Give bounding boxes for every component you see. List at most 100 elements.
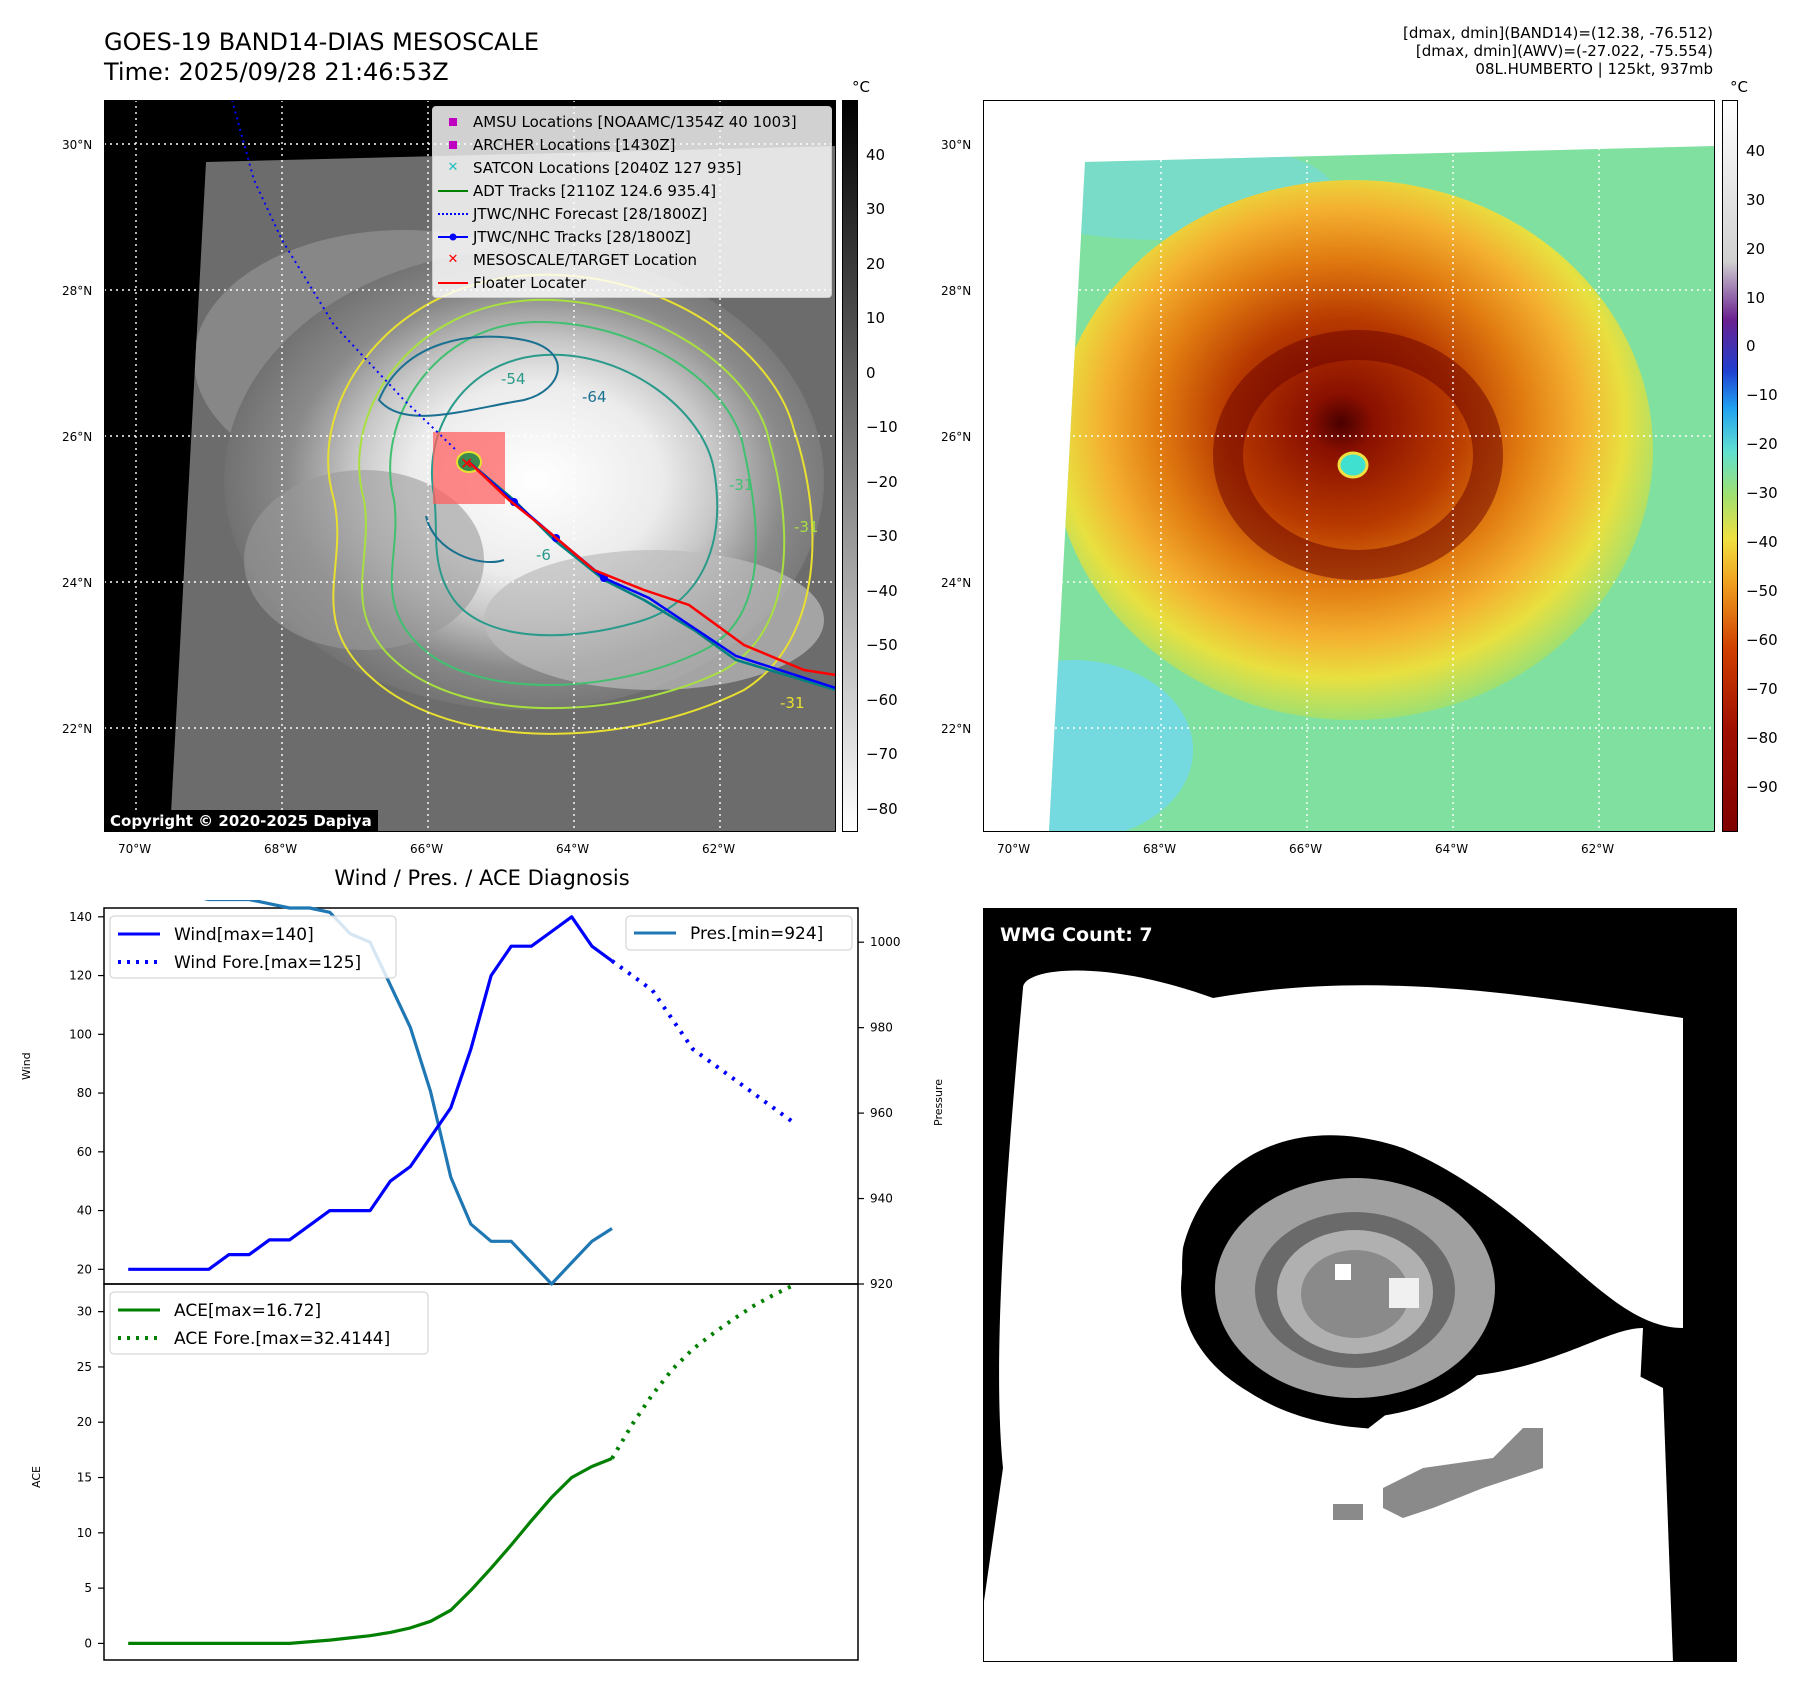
colorbar-tick: 10	[866, 309, 886, 327]
colorbar-tick: 0	[1746, 337, 1756, 355]
colorbar-tick: −70	[866, 745, 898, 763]
colorbar-unit: °C	[1730, 78, 1748, 96]
diagnosis-chart-svg: 20 40 60 80 100 120 140 920 940 960 980 1000 0 5 10 1…	[69, 900, 901, 1661]
ace-y-tick-label: 15	[77, 1471, 92, 1485]
wind-line	[128, 915, 613, 1271]
lat-label: 30°N	[941, 138, 972, 152]
ace-y-tick-label: 0	[84, 1636, 92, 1650]
x-marker-icon: ✕	[447, 160, 459, 175]
contour-teal	[431, 353, 719, 637]
lon-label: 62°W	[702, 842, 736, 856]
pressure-y-ticks: 920 940 960 980 1000	[858, 935, 901, 1291]
rain-band	[484, 550, 824, 690]
legend-pressure: Pres.[min=924]	[690, 924, 823, 944]
contour-green	[389, 320, 757, 686]
colorbar-tick: −80	[1746, 729, 1778, 747]
storm-color-shield	[1053, 180, 1653, 720]
colorbar-unit: °C	[852, 78, 870, 96]
colorbar-tick: 30	[1746, 191, 1766, 209]
wmg-inner	[1301, 1250, 1409, 1338]
wind-axis-label: Wind	[20, 1052, 33, 1080]
jtwc-forecast-track	[231, 99, 457, 451]
ace-forecast-line	[610, 1283, 795, 1460]
legend-ace: ACE[max=16.72]	[174, 1301, 321, 1321]
square-marker-icon	[433, 140, 473, 149]
chart-title: GOES-19 BAND14-DIAS MESOSCALE	[104, 28, 540, 56]
pressure-legend: Pres.[min=924]	[625, 915, 853, 951]
map-legend: AMSU Locations [NOAAMC/1354Z 40 1003] AR…	[432, 106, 832, 298]
colorbar-tick: −50	[1746, 582, 1778, 600]
colorbar-tick: −50	[866, 636, 898, 654]
info-line-awv: [dmax, dmin](AWV)=(-27.022, -75.554)	[1415, 42, 1713, 60]
wmg-gray-pixel	[1333, 1504, 1363, 1520]
lat-label: 24°N	[941, 576, 972, 590]
colorbar-tick: −20	[1746, 435, 1778, 453]
lon-label: 64°W	[1435, 842, 1469, 856]
legend-satcon: ✕ SATCON Locations [2040Z 127 935]	[433, 156, 831, 179]
pressure-y-tick-label: 980	[870, 1021, 893, 1035]
eyewall-ring	[1213, 330, 1503, 580]
line-marker-icon	[433, 189, 473, 192]
wind-y-tick-label: 20	[77, 1262, 92, 1276]
colorbar-tick: 10	[1746, 289, 1766, 307]
lat-label: 26°N	[62, 430, 93, 444]
wmg-eye-pixel	[1389, 1278, 1419, 1308]
color-colorbar-ticks: 40 30 20 10 0 −10 −20 −30 −40 −50 −60 −7…	[1746, 100, 1790, 830]
lat-label: 28°N	[62, 284, 93, 298]
pressure-y-tick-label: 920	[870, 1277, 893, 1291]
lon-label: 64°W	[556, 842, 590, 856]
colorbar-tick: −30	[1746, 484, 1778, 502]
legend-archer: ARCHER Locations [1430Z]	[433, 133, 831, 156]
wind-y-tick-label: 60	[77, 1145, 92, 1159]
wmg-svg	[983, 908, 1737, 1662]
pressure-y-tick-label: 940	[870, 1192, 893, 1206]
diagnosis-series	[128, 900, 795, 1646]
floater-locater-track	[468, 461, 837, 677]
ir-map-panel: -54 -64 -6 -31 -31 -31 ✕ Cop	[104, 99, 837, 832]
colorbar-tick: 20	[866, 255, 886, 273]
legend-label: ADT Tracks [2110Z 124.6 935.4]	[473, 181, 717, 200]
contour-label-4: -31	[729, 476, 754, 494]
wind-forecast-line	[610, 959, 795, 1125]
cold-sky-patch	[1049, 660, 1193, 832]
colorbar-tick: −40	[866, 582, 898, 600]
colorbar-tick: 30	[866, 200, 886, 218]
contour-cold-1	[377, 335, 559, 417]
ace-chart-frame	[103, 1283, 859, 1661]
storm-eye	[1337, 451, 1369, 479]
color-map-panel	[983, 100, 1715, 832]
dotted-line-icon	[433, 212, 473, 215]
color-map-frame	[983, 100, 1715, 832]
contour-label-3: -6	[536, 546, 551, 564]
lon-label: 70°W	[997, 842, 1031, 856]
wind-y-tick-label: 140	[69, 910, 92, 924]
colorbar-tick: −10	[1746, 386, 1778, 404]
colorbar-tick: −10	[866, 418, 898, 436]
lon-label: 68°W	[1143, 842, 1177, 856]
legend-target: ✕ MESOSCALE/TARGET Location	[433, 248, 831, 271]
legend-label: SATCON Locations [2040Z 127 935]	[473, 158, 742, 177]
ir-map-frame	[104, 100, 836, 832]
ace-y-tick-label: 30	[77, 1305, 92, 1319]
ace-legend: ACE[max=16.72] ACE Fore.[max=32.4144]	[109, 1291, 429, 1355]
color-map-svg	[983, 100, 1715, 832]
color-colorbar	[1722, 100, 1738, 832]
lon-label: 68°W	[264, 842, 298, 856]
x-marker-icon: ✕	[447, 252, 459, 267]
legend-amsu: AMSU Locations [NOAAMC/1354Z 40 1003]	[433, 110, 831, 133]
colorbar-tick: −30	[866, 527, 898, 545]
ace-y-ticks: 0 5 10 15 20 25 30	[77, 1305, 104, 1650]
colorbar-tick: 40	[1746, 142, 1766, 160]
colorbar-tick: −80	[866, 800, 898, 818]
colorbar-tick: −90	[1746, 778, 1778, 796]
legend-label: Floater Locater	[473, 273, 587, 292]
colorbar-tick: 20	[1746, 240, 1766, 258]
lat-label: 28°N	[941, 284, 972, 298]
legend-label: JTWC/NHC Tracks [28/1800Z]	[473, 227, 691, 246]
lon-label: 70°W	[118, 842, 152, 856]
line-marker-icon	[433, 281, 473, 284]
contour-cold-2	[425, 515, 505, 564]
colorbar-tick: −60	[866, 691, 898, 709]
wmg-white-band	[1043, 1328, 1643, 1548]
wmg-panel	[983, 908, 1737, 1662]
